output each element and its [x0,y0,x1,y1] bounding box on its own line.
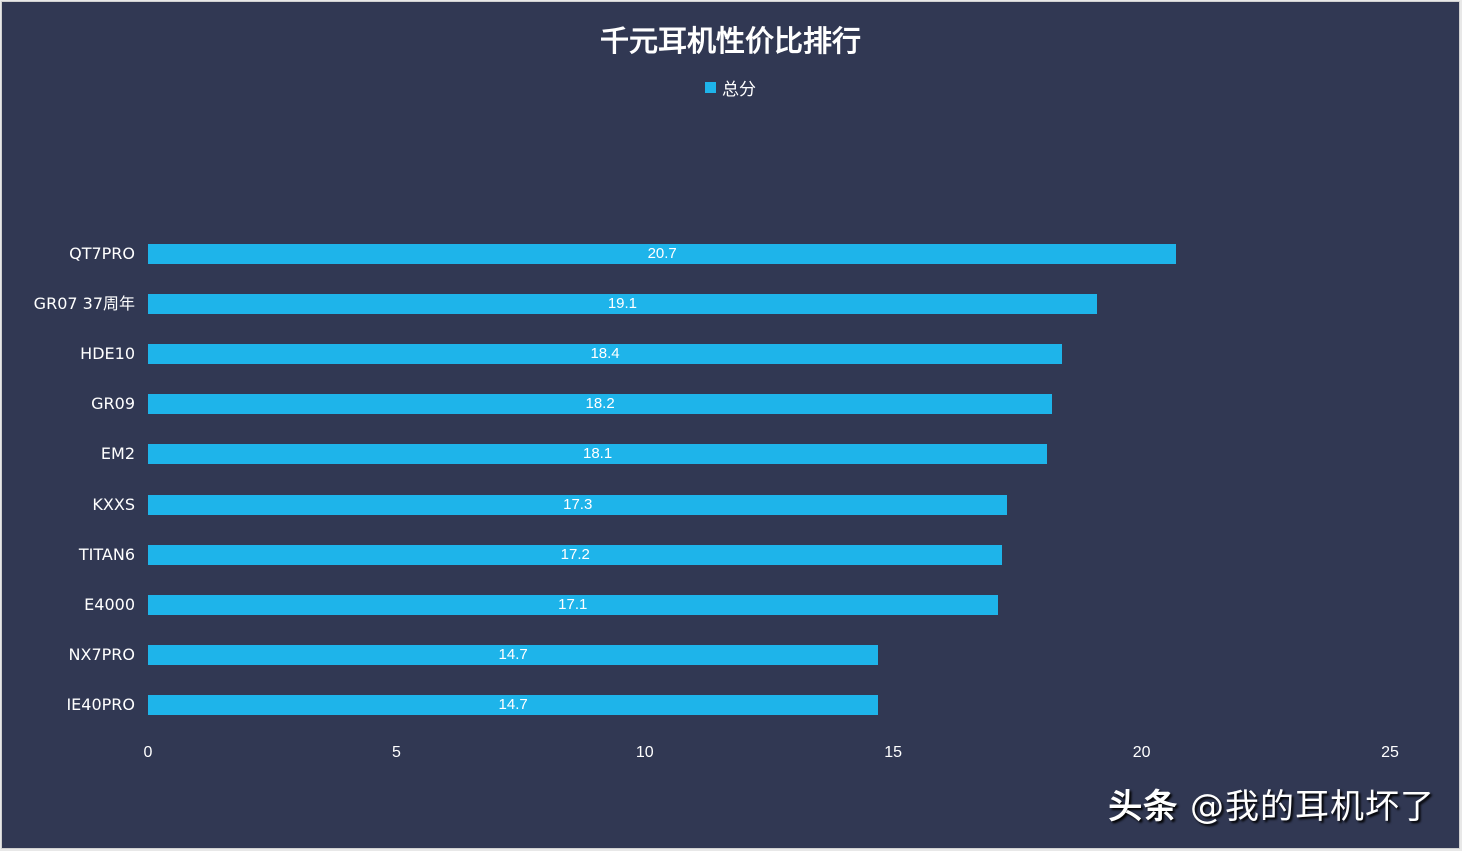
legend-swatch [705,82,716,93]
bar: 19.1 [148,294,1097,315]
data-label: 14.7 [498,645,528,663]
bar-row: KXXS 17.3 [2,494,1459,515]
data-label: 14.7 [498,695,528,713]
x-tick-label: 5 [391,744,401,761]
bar-row: GR07 37周年 19.1 [2,294,1459,315]
data-label: 17.2 [560,545,590,563]
bar-row: HDE10 18.4 [2,344,1459,365]
bar-row: GR09 18.2 [2,394,1459,415]
category-label: TITAN6 [78,544,135,564]
category-label: GR09 [91,394,135,414]
chart-title: 千元耳机性价比排行 [599,24,861,58]
bar-row: TITAN6 17.2 [2,544,1459,565]
watermark-handle: @我的耳机坏了 [1190,787,1435,827]
x-tick-label: 0 [143,744,153,761]
bar: 17.2 [148,544,1003,565]
bar: 20.7 [148,244,1177,264]
data-label: 19.1 [607,295,638,313]
data-label: 18.2 [585,395,615,413]
category-label: NX7PRO [68,644,135,664]
data-label: 17.3 [563,495,593,513]
legend: 总分 [2,75,1459,100]
bar-row: EM2 18.1 [2,444,1459,465]
bar: 14.7 [148,694,879,715]
x-tick-label: 15 [884,744,903,761]
bar: 17.1 [148,594,998,615]
category-label: GR07 37周年 [33,294,135,314]
data-label: 18.1 [583,445,613,463]
category-label: E4000 [84,594,135,614]
category-label: IE40PRO [66,694,135,714]
watermark-brand: 头条 [1108,787,1179,827]
bar-row: QT7PRO 20.7 [2,244,1459,264]
category-label: EM2 [100,444,135,464]
data-label: 17.1 [558,595,588,613]
bar: 14.7 [148,644,879,665]
bar-row: IE40PRO 14.7 [2,694,1459,715]
x-tick-label: 20 [1132,744,1151,761]
x-tick-label: 10 [635,744,654,761]
category-label: KXXS [92,494,135,514]
x-tick-label: 25 [1381,744,1399,761]
data-label: 18.4 [590,345,620,363]
category-label: QT7PRO [69,244,135,263]
watermark: 头条 @我的耳机坏了 [1108,779,1435,828]
category-label: HDE10 [80,344,135,364]
legend-label: 总分 [722,80,756,100]
bar: 18.1 [148,444,1048,465]
bar-row: NX7PRO 14.7 [2,644,1459,665]
bar-row: E4000 17.1 [2,594,1459,615]
data-label: 20.7 [647,245,677,262]
bar: 17.3 [148,494,1008,515]
bar: 18.4 [148,344,1063,365]
bar: 18.2 [148,394,1053,415]
